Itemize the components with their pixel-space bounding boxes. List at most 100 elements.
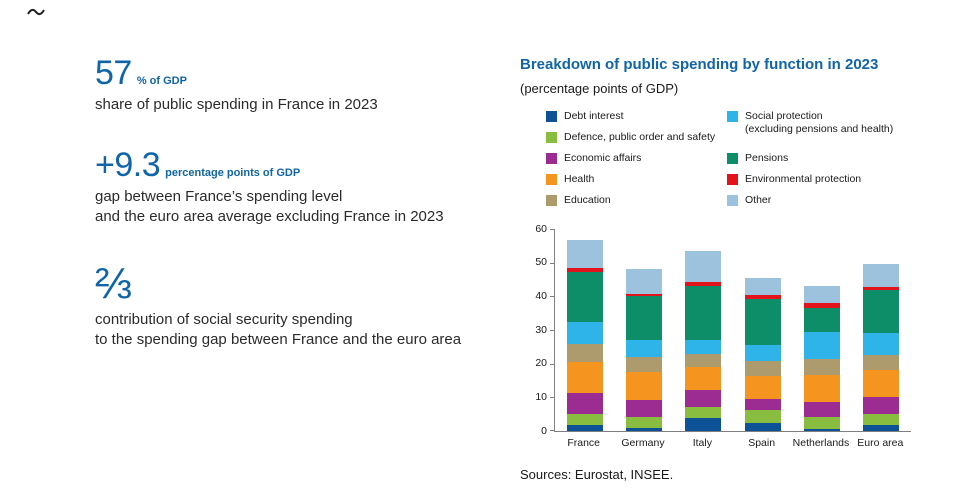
x-axis-label: Italy	[692, 437, 712, 449]
y-tick-mark	[550, 330, 555, 331]
stacked-bar	[566, 240, 603, 431]
bar-segment	[803, 402, 840, 418]
legend-item: Debt interest	[546, 110, 727, 131]
legend-label: Pensions	[745, 152, 789, 164]
bar-segment	[744, 398, 781, 411]
bar-segment	[863, 370, 900, 398]
bar-segment	[566, 392, 603, 414]
stat-description: contribution of social security spending…	[95, 310, 462, 348]
y-tick-mark	[550, 262, 555, 264]
bar-segment	[685, 353, 722, 368]
stat-value-row: ⅔	[95, 260, 505, 307]
legend-label: Debt interest	[564, 110, 624, 122]
x-axis-label: Spain	[748, 437, 776, 449]
y-tick-label: 50	[535, 256, 547, 269]
legend-label: Defence, public order and safety	[564, 131, 716, 143]
bar-segment	[685, 340, 722, 354]
bar-segment	[566, 361, 603, 393]
y-tick-mark	[550, 397, 555, 399]
bar-segment	[863, 397, 900, 415]
legend-label: Economic affairs	[564, 152, 642, 164]
stat-share-of-gdp: 57 % of GDP share of public spending in …	[95, 55, 505, 114]
bar-segment	[744, 277, 781, 296]
legend-item: Health	[546, 173, 727, 194]
legend-swatch	[546, 153, 557, 164]
y-tick-label: 0	[541, 424, 547, 437]
legend-label: Health	[564, 173, 595, 185]
legend-column: Social protection (excluding pensions and…	[727, 110, 893, 215]
legend-swatch	[546, 195, 557, 206]
bar-segment	[863, 354, 900, 371]
bar-segment	[863, 287, 900, 290]
stacked-bar	[744, 277, 781, 431]
bar-segment	[744, 345, 781, 361]
bar-segment	[625, 416, 662, 428]
bar-segment	[744, 298, 781, 346]
bar-segment	[744, 422, 781, 431]
y-tick-label: 10	[535, 390, 547, 403]
bar-segment	[625, 356, 662, 372]
legend-item: Other	[727, 194, 893, 215]
legend-label: Social protection (excluding pensions and…	[745, 110, 894, 135]
legend-swatch	[727, 153, 738, 164]
legend-sublabel: (excluding pensions and health)	[745, 122, 894, 135]
bar-segment	[566, 321, 603, 344]
x-axis-label: France	[567, 437, 600, 449]
y-tick-mark	[550, 296, 555, 298]
bar-segment	[625, 427, 662, 431]
x-axis-label: Germany	[621, 437, 665, 449]
bar-segment	[685, 418, 722, 431]
stat-unit: % of GDP	[136, 75, 187, 87]
bar-segment	[803, 375, 840, 403]
stat-spending-gap: +9.3 percentage points of GDP gap betwee…	[95, 148, 505, 226]
bar-segment	[685, 367, 722, 390]
y-tick-label: 20	[535, 357, 547, 370]
bar-slot-germany	[614, 229, 673, 431]
bar-segment	[566, 343, 603, 362]
stat-social-security-contribution: ⅔ contribution of social security spendi…	[95, 260, 505, 350]
stat-description: share of public spending in France in 20…	[95, 95, 378, 113]
bar-segment	[744, 295, 781, 299]
chart-panel: Breakdown of public spending by function…	[520, 56, 930, 482]
bar-segment	[744, 375, 781, 399]
bar-slot-spain	[733, 229, 792, 431]
bar-segment	[803, 428, 840, 431]
bar-segment	[744, 410, 781, 423]
bar-segment	[803, 307, 840, 333]
legend-swatch	[727, 111, 738, 122]
y-tick-label: 40	[535, 289, 547, 302]
legend-swatch	[546, 111, 557, 122]
bar-segment	[863, 264, 900, 288]
legend-item: Social protection (excluding pensions and…	[727, 110, 893, 152]
stacked-bar	[863, 264, 900, 431]
bar-segment	[744, 360, 781, 376]
stat-description: gap between France’s spending level and …	[95, 188, 444, 225]
bar-segment	[685, 281, 722, 286]
legend-item: Pensions	[727, 152, 893, 173]
bar-segment	[803, 417, 840, 429]
bars-container	[555, 229, 911, 431]
bar-segment	[863, 414, 900, 426]
bar-segment	[566, 413, 603, 425]
bar-segment	[625, 294, 662, 297]
stat-value: +9.3	[95, 146, 161, 185]
legend-swatch	[546, 174, 557, 185]
bar-segment	[566, 272, 603, 322]
plot-area: 0 10 20 30 40 50 60	[520, 223, 930, 437]
bar-segment	[863, 425, 900, 431]
bar-segment	[803, 332, 840, 359]
stacked-bar	[625, 268, 662, 431]
bar-slot-italy	[674, 229, 733, 431]
bar-segment	[685, 389, 722, 408]
legend-item: Defence, public order and safety	[546, 131, 727, 152]
bar-slot-netherlands	[792, 229, 851, 431]
legend-item: Education	[546, 194, 727, 215]
y-tick-mark	[550, 363, 555, 365]
legend-swatch	[727, 174, 738, 185]
bar-segment	[685, 285, 722, 341]
legend-label: Environmental protection	[745, 173, 862, 185]
stacked-bar-plot: 0 10 20 30 40 50 60	[535, 223, 911, 437]
stat-value-row: +9.3 percentage points of GDP	[95, 148, 505, 184]
stacked-bar	[803, 285, 840, 431]
bar-segment	[566, 268, 603, 273]
